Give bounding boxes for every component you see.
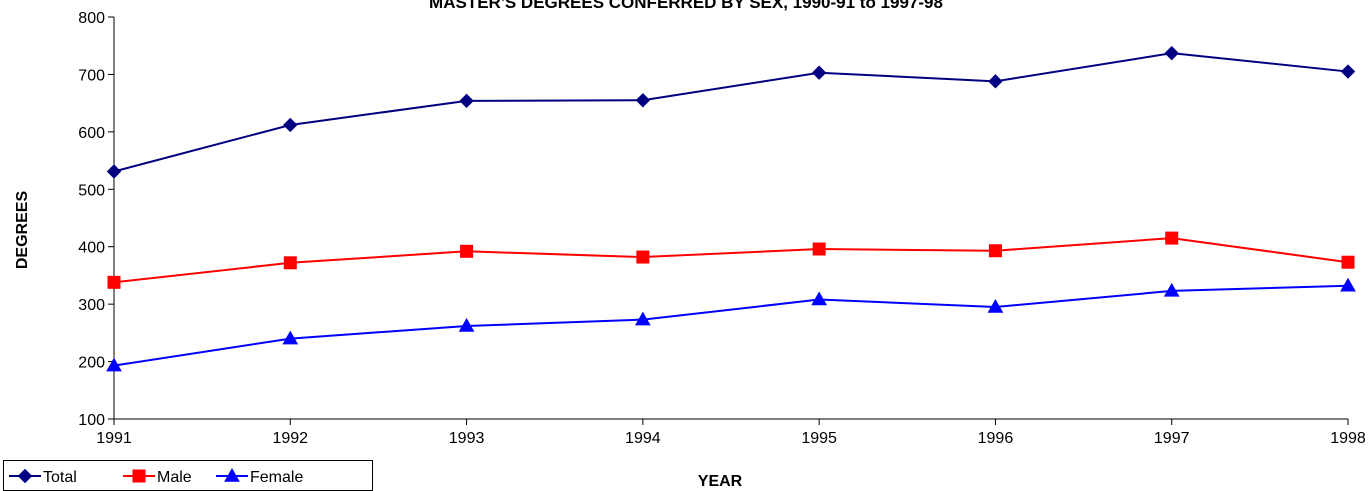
data-point-female — [634, 311, 651, 326]
data-point-female — [1163, 282, 1180, 297]
legend-label-total: Total — [43, 469, 77, 486]
legend-label-female: Female — [250, 469, 303, 486]
series-male — [107, 231, 1355, 289]
x-tick-label: 1992 — [272, 430, 308, 447]
y-tick-label: 700 — [78, 67, 105, 84]
y-tick-label: 300 — [78, 297, 105, 314]
data-point-male — [812, 242, 826, 256]
x-tick-label: 1993 — [449, 430, 485, 447]
data-point-total — [459, 93, 474, 109]
data-point-total — [106, 164, 122, 179]
series-line-male — [113, 237, 1349, 284]
y-tick-label: 500 — [78, 182, 105, 199]
y-tick-label: 200 — [78, 355, 105, 372]
legend-marker-female — [224, 467, 240, 482]
legend: Total Male Female — [3, 460, 373, 491]
data-point-total — [1164, 45, 1179, 61]
data-point-female — [1340, 277, 1356, 292]
y-tick-label: 800 — [78, 10, 105, 27]
data-point-female — [811, 291, 828, 306]
legend-marker-total — [17, 468, 33, 484]
y-tick-label: 100 — [78, 412, 105, 429]
legend-item-male: Male — [123, 469, 192, 486]
series-layer — [106, 45, 1356, 372]
data-point-female — [458, 317, 475, 332]
x-tick-label: 1996 — [978, 430, 1014, 447]
legend-box — [3, 460, 373, 491]
series-line-total — [113, 52, 1349, 173]
y-axis-label: DEGREES — [14, 191, 31, 270]
data-point-total — [1340, 64, 1356, 79]
x-tick-label: 1995 — [801, 430, 837, 447]
x-axis-label: YEAR — [698, 473, 743, 490]
data-point-male — [460, 244, 474, 258]
chart-title: MASTER'S DEGREES CONFERRED BY SEX, 1990-… — [429, 0, 943, 12]
y-tick-label: 600 — [78, 125, 105, 142]
chart-axes: 100 200 300 400 500 600 700 800 1991 1992 1993 1994… — [78, 10, 1366, 447]
series-line-female — [113, 284, 1349, 367]
data-point-total — [988, 74, 1003, 89]
data-point-male — [636, 250, 650, 264]
data-point-male — [988, 244, 1002, 258]
legend-marker-male — [132, 469, 146, 483]
data-point-female — [106, 357, 122, 372]
data-point-female — [282, 330, 299, 345]
data-point-total — [635, 93, 651, 108]
data-point-total — [811, 65, 827, 80]
legend-item-female: Female — [216, 467, 303, 486]
data-point-male — [283, 256, 297, 270]
data-point-male — [1341, 255, 1355, 269]
x-tick-label: 1991 — [96, 430, 132, 447]
legend-item-total: Total — [9, 468, 77, 486]
data-point-female — [987, 299, 1004, 313]
x-tick-label: 1998 — [1330, 430, 1366, 447]
x-tick-label: 1994 — [625, 430, 661, 447]
series-total — [106, 45, 1356, 179]
data-point-total — [283, 117, 298, 133]
series-female — [106, 277, 1356, 372]
data-point-male — [1165, 231, 1179, 245]
y-tick-label: 400 — [78, 240, 105, 257]
x-tick-label: 1997 — [1154, 430, 1190, 447]
legend-label-male: Male — [157, 469, 192, 486]
data-point-male — [107, 275, 121, 289]
